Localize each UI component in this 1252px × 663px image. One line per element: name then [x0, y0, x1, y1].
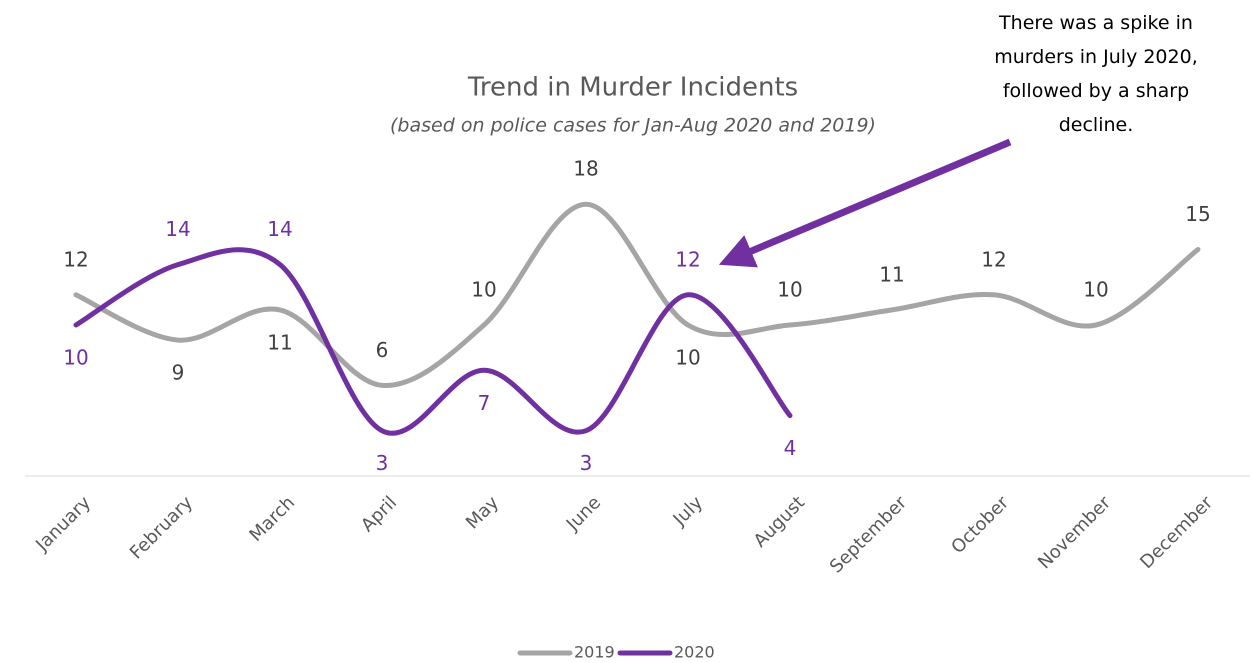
data-label: 14: [165, 217, 190, 241]
data-label: 3: [376, 451, 389, 475]
chart-title: Trend in Murder Incidents: [467, 73, 798, 103]
legend-label: 2019: [574, 643, 615, 662]
data-label: 11: [879, 262, 904, 286]
data-label: 4: [784, 436, 797, 460]
data-label: 3: [580, 451, 593, 475]
data-label: 11: [267, 330, 292, 354]
x-tick-label: March: [245, 492, 299, 546]
data-label: 10: [777, 278, 802, 302]
data-label: 15: [1185, 202, 1210, 226]
x-tick-label: October: [947, 492, 1013, 558]
series-line: [73, 201, 1201, 388]
data-label: 12: [981, 247, 1006, 271]
x-tick-label: April: [357, 492, 401, 536]
series-line: [73, 247, 793, 436]
x-tick-label: November: [1034, 492, 1115, 573]
x-tick-label: June: [562, 492, 605, 535]
annotation-arrow: [718, 138, 1012, 268]
x-tick-label: February: [126, 492, 197, 563]
x-tick-label: December: [1136, 492, 1217, 573]
data-label: 6: [376, 338, 389, 362]
legend-label: 2020: [674, 643, 715, 662]
x-tick-label: May: [462, 492, 503, 533]
chart-subtitle: (based on police cases for Jan-Aug 2020 …: [390, 115, 876, 137]
annotation: There was a spike in murders in July 202…: [994, 12, 1198, 136]
data-label: 12: [63, 247, 88, 271]
data-label: 10: [63, 346, 88, 370]
x-tick-label: July: [669, 492, 708, 531]
data-label: 7: [478, 391, 491, 415]
data-label: 18: [573, 157, 598, 181]
data-label: 14: [267, 217, 292, 241]
x-tick-label: August: [750, 492, 809, 551]
data-label: 10: [675, 346, 700, 370]
data-label: 10: [471, 278, 496, 302]
x-tick-label: September: [826, 492, 912, 578]
data-label: 12: [675, 247, 700, 271]
data-label: 10: [1083, 278, 1108, 302]
data-label: 9: [172, 361, 185, 385]
x-tick-label: January: [31, 492, 95, 556]
